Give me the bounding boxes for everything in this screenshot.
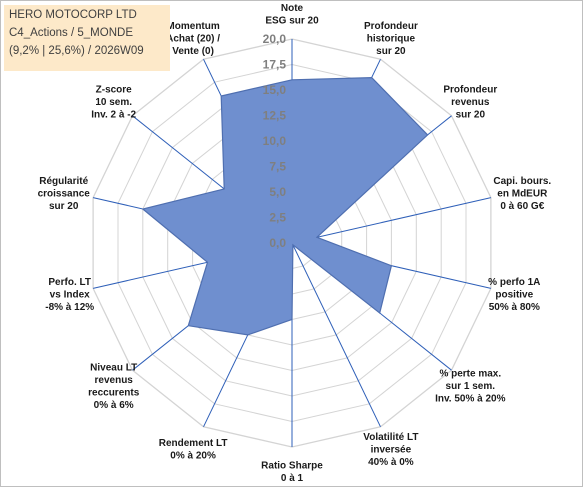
tick-label-1: 2,5 (269, 211, 286, 225)
tick-label-6: 15,0 (263, 83, 287, 97)
tick-label-0: 0,0 (269, 236, 286, 250)
axis-label-4: % perfo 1A positive 50% à 80% (488, 277, 540, 313)
axis-label-9: Niveau LT revenus reccurents 0% à 6% (88, 362, 140, 411)
tick-label-3: 7,5 (269, 160, 286, 174)
series-area (141, 76, 429, 336)
tick-label-7: 17,5 (263, 58, 287, 72)
axis-label-12: Z-score 10 sem. Inv. 2 à -2 (91, 84, 136, 120)
title-line-3: (9,2% | 25,6%) / 2026W09 (9, 45, 144, 57)
axis-label-5: % perte max. sur 1 sem. Inv. 50% à 20% (435, 369, 506, 405)
axis-label-2: Profondeur revenus sur 20 (443, 84, 497, 120)
axis-label-13: Momentum Achat (20) / Vente (0) (166, 21, 220, 57)
axis-label-1: Profondeur historique sur 20 (364, 21, 418, 57)
axis-label-0: Note ESG sur 20 (265, 3, 319, 27)
axis-spoke-6 (291, 242, 381, 428)
tick-label-8: 20,0 (263, 32, 287, 46)
axis-label-8: Rendement LT 0% à 20% (159, 438, 228, 462)
axis-spoke-3 (291, 197, 492, 244)
axis-label-10: Perfo. LT vs Index -8% à 12% (45, 277, 94, 313)
chart-title-box: HERO MOTOCORP LTD C4_Actions / 5_MONDE (… (4, 5, 170, 71)
title-line-2: C4_Actions / 5_MONDE (9, 27, 133, 39)
axis-label-11: Régularité croissance sur 20 (38, 176, 91, 212)
title-line-1: HERO MOTOCORP LTD (9, 9, 137, 21)
axis-label-3: Capi. bours. en MdEUR 0 à 60 G€ (493, 176, 551, 212)
tick-label-2: 5,0 (269, 185, 286, 199)
radial-tick-labels: 0,0 2,5 5,0 7,5 10,0 12,5 15,0 17,5 20,0 (263, 32, 287, 250)
axis-labels: Note ESG sur 20 Profondeur historique sur 20… (38, 3, 552, 484)
axis-label-6: Volatilité LT inversée 40% à 0% (363, 432, 418, 468)
tick-label-5: 12,5 (263, 109, 287, 123)
axis-label-7: Ratio Sharpe 0 à 1 (261, 461, 323, 485)
tick-label-4: 10,0 (263, 134, 287, 148)
